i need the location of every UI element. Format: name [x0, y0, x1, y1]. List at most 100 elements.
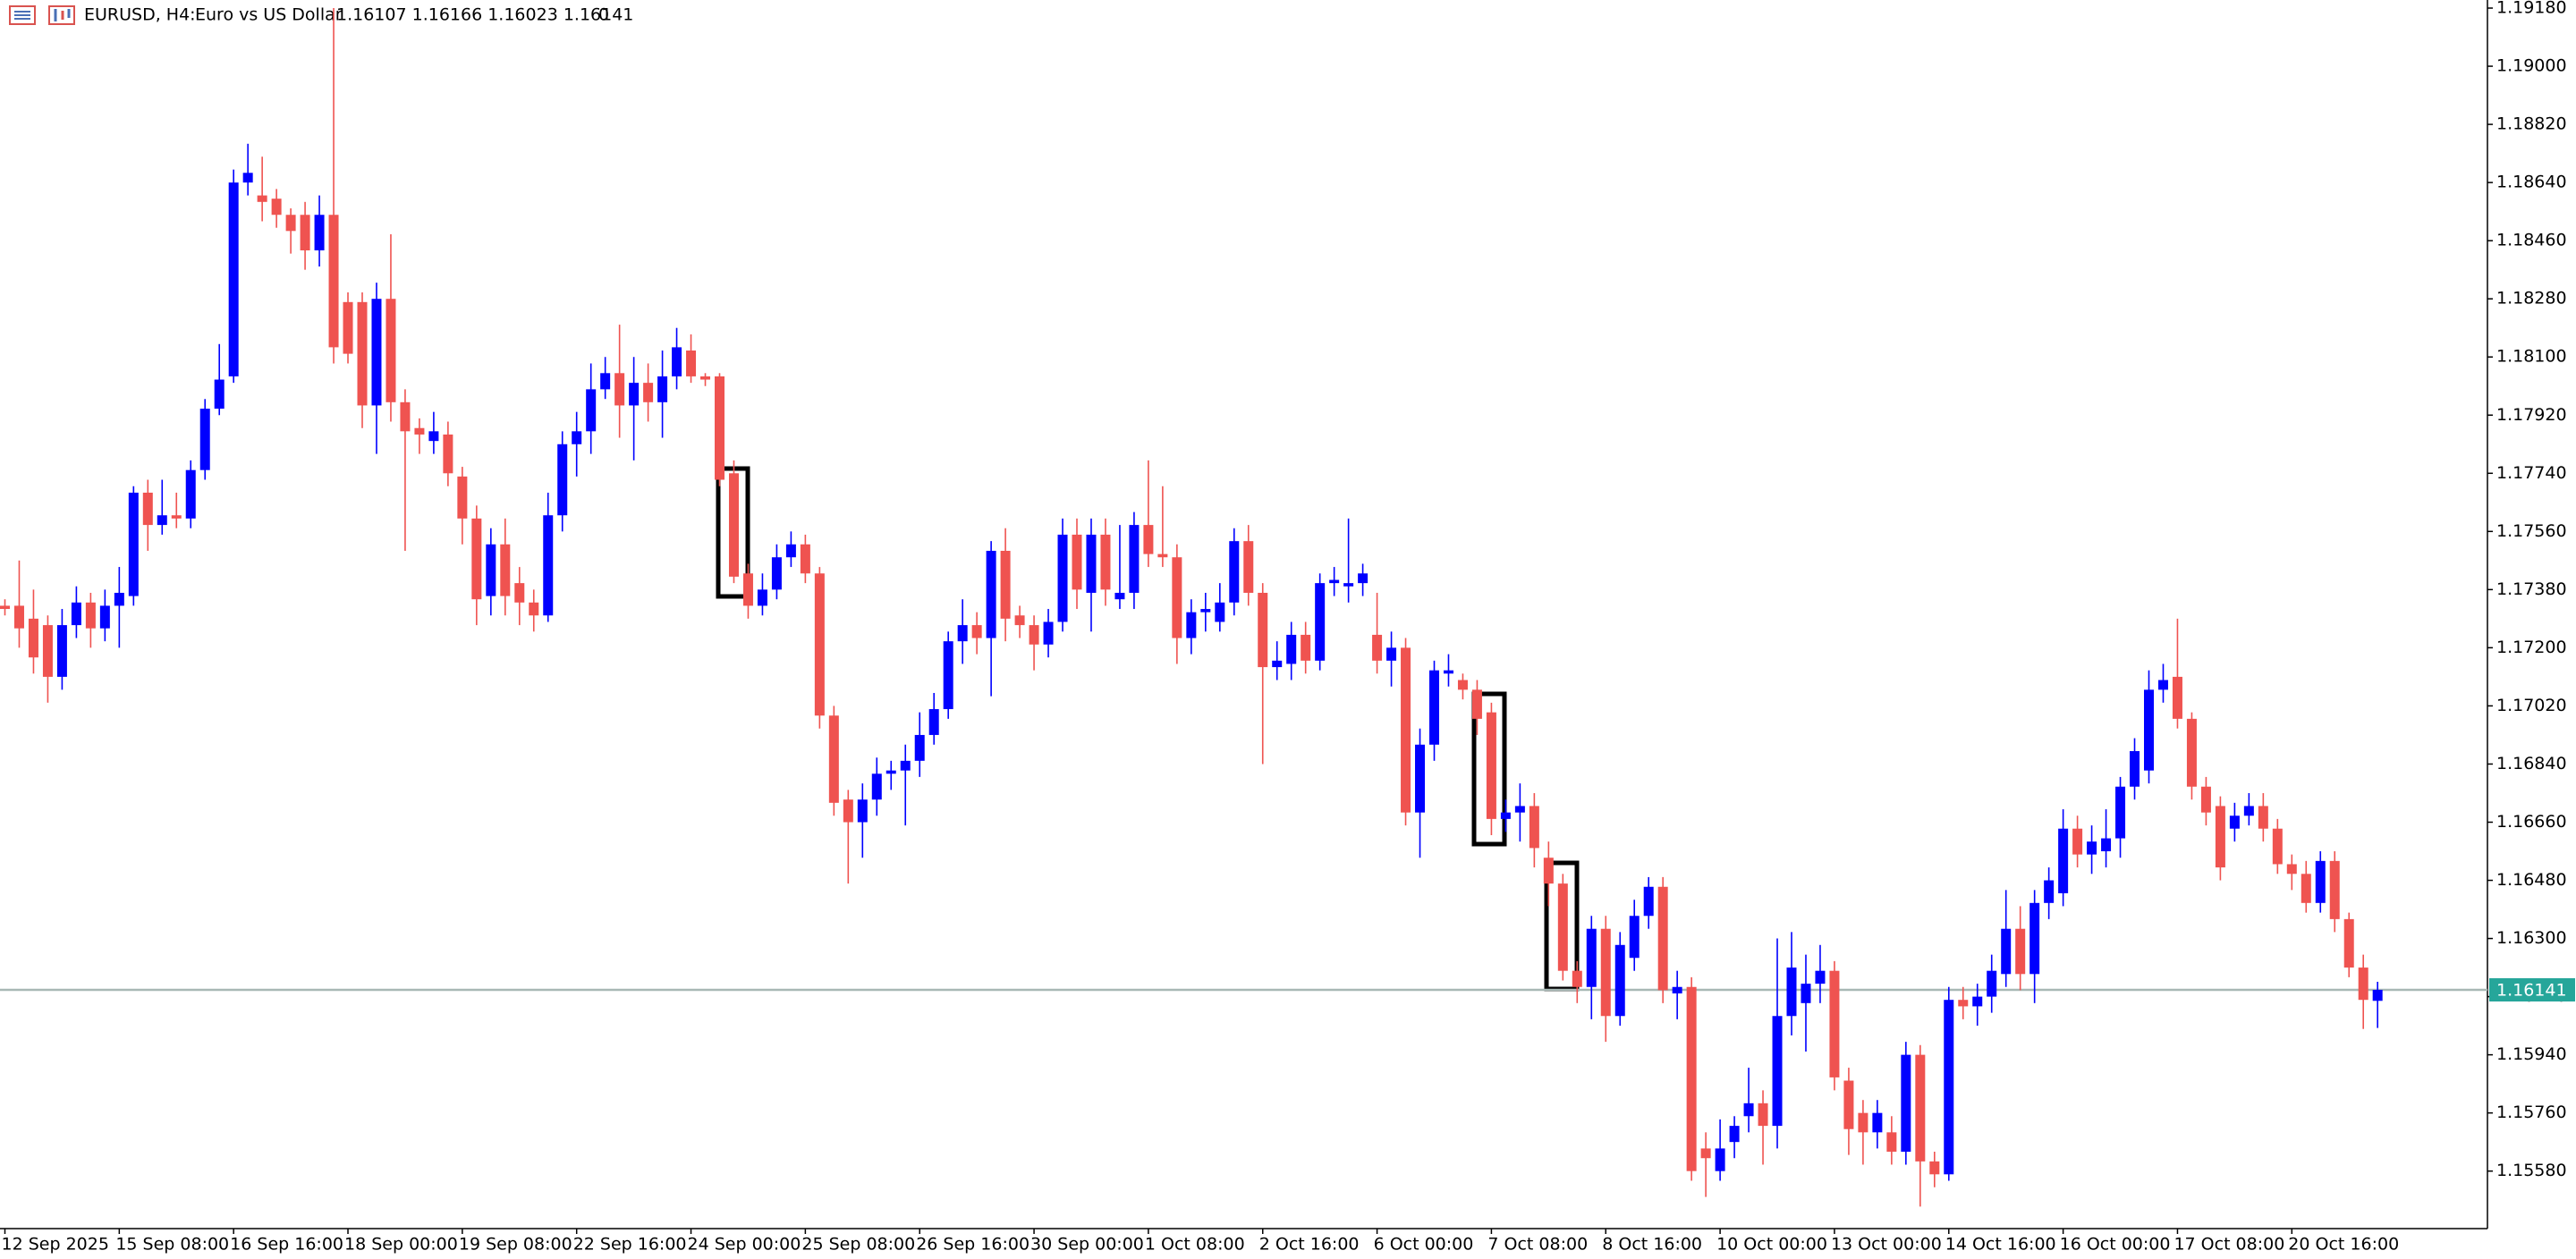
candle-body	[42, 625, 53, 677]
candle-body	[1243, 541, 1254, 593]
candle-body	[343, 301, 353, 354]
candle-body	[900, 760, 911, 771]
candle-body	[1500, 812, 1511, 819]
candle-body	[1200, 609, 1211, 613]
candle-body	[1657, 886, 1668, 991]
candle-body	[1229, 541, 1240, 603]
candle-body	[1643, 886, 1654, 917]
candle-body	[1843, 1080, 1854, 1129]
x-tick-label: 18 Sep 00:00	[344, 1235, 458, 1255]
candle-body	[314, 215, 325, 251]
candle-body	[1072, 534, 1082, 590]
candle-body	[300, 215, 310, 251]
candle-body	[757, 589, 767, 606]
candle-body	[185, 469, 196, 519]
candle-body	[1614, 944, 1625, 1017]
candle-body	[2343, 918, 2354, 968]
y-tick-label: 1.15760	[2496, 1103, 2567, 1122]
candle-body	[2315, 860, 2326, 903]
candle-body	[529, 602, 539, 616]
candle-body	[1129, 525, 1140, 593]
ohlc: 1.16107 1.16166 1.16023 1.16141	[336, 5, 633, 25]
current-price-label: 1.16141	[2496, 981, 2567, 1001]
candle-body	[1672, 986, 1682, 993]
y-tick-label: 1.15580	[2496, 1161, 2567, 1180]
candle-body	[1801, 984, 1811, 1003]
candle-body	[2115, 786, 2126, 839]
x-tick-label: 12 Sep 2025	[2, 1235, 109, 1255]
candle-body	[1358, 573, 1368, 584]
y-tick-label: 1.17200	[2496, 638, 2567, 657]
candle-body	[1014, 615, 1025, 626]
candle-body	[1329, 579, 1340, 584]
candle-body	[242, 173, 253, 183]
candle-body	[1958, 1000, 1969, 1007]
x-tick-label: 17 Oct 08:00	[2174, 1235, 2284, 1255]
candle-body	[686, 351, 697, 376]
candle-body	[715, 376, 724, 480]
candle-body	[1186, 612, 1197, 638]
x-tick-label: 24 Sep 00:00	[688, 1235, 801, 1255]
candle-body	[1215, 602, 1225, 622]
candle-body	[1972, 996, 1983, 1007]
candle-body	[500, 544, 511, 596]
x-tick-label: 14 Oct 16:00	[1945, 1235, 2056, 1255]
candle-body	[1386, 647, 1397, 661]
y-tick-label: 1.18460	[2496, 231, 2567, 250]
y-tick-label: 1.17920	[2496, 405, 2567, 425]
candle-body	[1586, 928, 1597, 987]
y-tick-label: 1.18100	[2496, 347, 2567, 367]
candle-body	[1172, 557, 1182, 638]
candle-body	[1629, 916, 1640, 959]
pattern-box	[1471, 691, 1507, 847]
candle-body	[486, 544, 496, 596]
candle-body	[1915, 1054, 1926, 1162]
candle-body	[1758, 1103, 1768, 1127]
candle-body	[586, 389, 597, 432]
candle-body	[643, 383, 654, 402]
candle-body	[1686, 986, 1697, 1171]
y-tick-label: 1.17380	[2496, 579, 2567, 599]
candle-body	[128, 492, 139, 596]
candle-body	[2186, 718, 2197, 787]
candle-body	[843, 799, 853, 823]
candle-body	[1443, 670, 1453, 674]
x-tick-label: 6 Oct 00:00	[1374, 1235, 1474, 1255]
candle-body	[2215, 806, 2225, 868]
y-tick-label: 1.15940	[2496, 1044, 2567, 1064]
candle-body	[228, 182, 239, 376]
candle-body	[2001, 928, 2012, 975]
candle-body	[1901, 1054, 1911, 1153]
candle-body	[1457, 680, 1468, 690]
y-tick-label: 1.17740	[2496, 463, 2567, 483]
candle-body	[1143, 525, 1154, 554]
candle-body	[99, 605, 110, 629]
candle-body	[114, 592, 124, 606]
candle-body	[1286, 634, 1297, 664]
candle-body	[1372, 634, 1383, 661]
x-tick-label: 16 Oct 00:00	[2060, 1235, 2171, 1255]
candle-body	[2101, 838, 2112, 852]
y-tick-label: 1.16840	[2496, 754, 2567, 773]
y-tick-label: 1.18640	[2496, 173, 2567, 192]
candle-body	[1100, 534, 1111, 590]
candle-body	[814, 573, 825, 716]
candle-body	[1471, 689, 1482, 719]
candle-body	[971, 625, 982, 638]
candle-body	[71, 602, 81, 626]
candle-body	[1700, 1148, 1711, 1159]
candle-body	[1572, 970, 1582, 987]
candle-body	[1486, 712, 1496, 819]
candle-body	[914, 734, 925, 761]
y-tick-label: 1.16480	[2496, 870, 2567, 890]
candle-body	[1343, 583, 1354, 587]
candle-body	[2272, 828, 2283, 865]
candle-body	[657, 376, 668, 402]
candle-body	[1301, 634, 1311, 661]
y-tick-label: 1.17020	[2496, 696, 2567, 715]
candle-body	[1729, 1126, 1740, 1143]
candle-body	[2286, 864, 2297, 875]
candle-body	[1029, 625, 1039, 645]
candle-body	[285, 215, 296, 232]
